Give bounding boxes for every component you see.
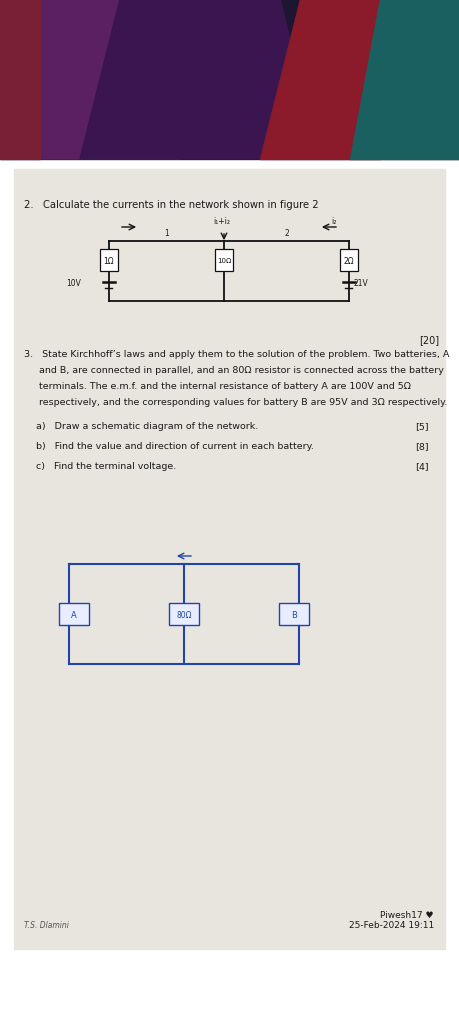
Bar xyxy=(340,250,358,272)
Text: 2.   Calculate the currents in the network shown in figure 2: 2. Calculate the currents in the network… xyxy=(24,200,319,210)
Text: Piwesh17 ♥
25-Feb-2024 19:11: Piwesh17 ♥ 25-Feb-2024 19:11 xyxy=(349,910,434,929)
Polygon shape xyxy=(80,0,320,160)
Text: [4]: [4] xyxy=(415,462,429,471)
Text: terminals. The e.m.f. and the internal resistance of battery A are 100V and 5Ω: terminals. The e.m.f. and the internal r… xyxy=(24,382,411,390)
Text: c)   Find the terminal voltage.: c) Find the terminal voltage. xyxy=(36,462,176,471)
Text: 2Ω: 2Ω xyxy=(344,256,354,265)
Polygon shape xyxy=(260,0,380,160)
Bar xyxy=(0,0,459,160)
Bar xyxy=(0,0,40,160)
Text: B: B xyxy=(291,610,297,619)
Bar xyxy=(14,170,445,949)
Text: [5]: [5] xyxy=(415,422,429,431)
Polygon shape xyxy=(350,0,459,160)
Text: 10Ω: 10Ω xyxy=(217,258,231,264)
Text: and B, are connected in parallel, and an 80Ω resistor is connected across the ba: and B, are connected in parallel, and an… xyxy=(24,366,444,375)
Text: 1: 1 xyxy=(164,229,169,237)
Polygon shape xyxy=(0,0,230,160)
Bar xyxy=(215,250,233,272)
Text: 80Ω: 80Ω xyxy=(176,610,192,619)
Text: i₂: i₂ xyxy=(331,217,337,226)
Bar xyxy=(100,250,118,272)
Text: A: A xyxy=(71,610,77,619)
Text: T.S. Dlamini: T.S. Dlamini xyxy=(24,920,69,929)
Bar xyxy=(169,603,199,626)
Text: 10V: 10V xyxy=(66,279,81,288)
Text: a)   Draw a schematic diagram of the network.: a) Draw a schematic diagram of the netwo… xyxy=(36,422,258,431)
Bar xyxy=(279,603,309,626)
Text: b)   Find the value and direction of current in each battery.: b) Find the value and direction of curre… xyxy=(36,441,314,450)
Text: [8]: [8] xyxy=(415,441,429,450)
Text: respectively, and the corresponding values for battery B are 95V and 3Ω respecti: respectively, and the corresponding valu… xyxy=(24,397,448,407)
Text: 2: 2 xyxy=(284,229,289,237)
Text: 3.   State Kirchhoff’s laws and apply them to the solution of the problem. Two b: 3. State Kirchhoff’s laws and apply them… xyxy=(24,350,449,359)
Text: i₁+i₂: i₁+i₂ xyxy=(213,217,230,226)
Text: 1Ω: 1Ω xyxy=(104,256,114,265)
Text: [20]: [20] xyxy=(419,334,439,344)
Bar xyxy=(59,603,89,626)
Text: 21V: 21V xyxy=(354,279,369,288)
Text: 2: 2 xyxy=(226,255,233,264)
